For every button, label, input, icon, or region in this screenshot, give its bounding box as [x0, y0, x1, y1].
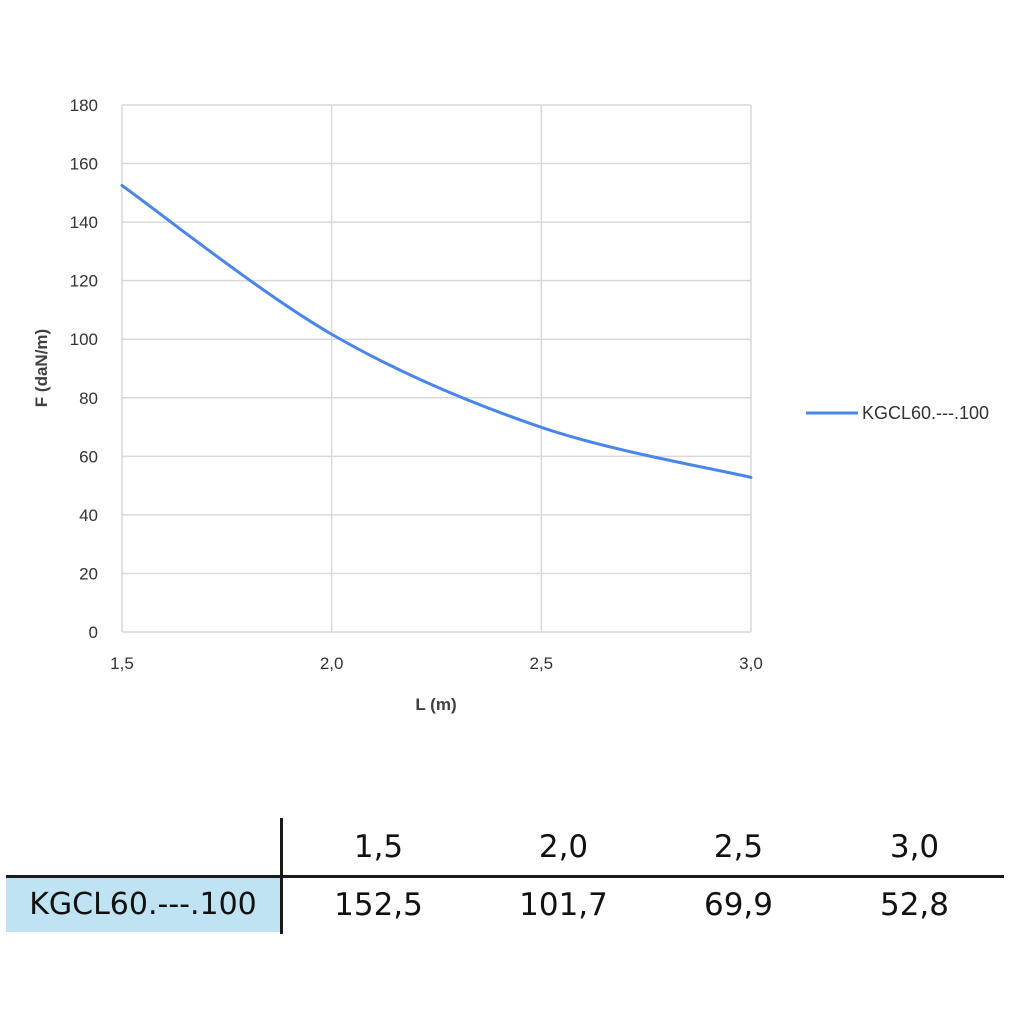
x-tick-label: 3,0: [739, 654, 763, 673]
table-row: KGCL60.---.100 152,5 101,7 69,9 52,8: [6, 876, 1004, 934]
table-header-row: 1,5 2,0 2,5 3,0: [6, 818, 1004, 876]
table-header-cell: 2,5: [713, 829, 764, 865]
data-points: [121, 184, 753, 479]
y-tick-label: 100: [70, 330, 98, 349]
table-cell: 69,9: [703, 887, 774, 923]
y-tick-label: 20: [79, 564, 98, 583]
table-cell: 52,8: [879, 887, 950, 923]
y-tick-label: 80: [79, 389, 98, 408]
x-tick-label: 2,5: [530, 654, 554, 673]
y-tick-label: 140: [70, 213, 98, 232]
y-axis-ticks: 0 20 40 60 80 100 120 140 160 180: [70, 96, 98, 642]
legend-label: KGCL60.---.100: [862, 403, 989, 423]
table-header-cell: 3,0: [889, 829, 940, 865]
data-point: [540, 426, 543, 429]
chart: 0 20 40 60 80 100 120 140 160 180 1,5 2,0 2,5 3,0 F …: [32, 96, 989, 714]
series-line-kgcl60: [120, 184, 753, 479]
legend: KGCL60.---.100: [806, 403, 989, 423]
table-row-label: KGCL60.---.100: [6, 878, 280, 932]
y-axis-title: F (daN/m): [32, 329, 51, 407]
data-table: 1,5 2,0 2,5 3,0 KGCL60.---.100 152,5 101…: [6, 818, 1004, 934]
x-tick-label: 1,5: [110, 654, 134, 673]
y-tick-label: 60: [79, 447, 98, 466]
x-axis-title: L (m): [415, 695, 456, 714]
table-cell: 152,5: [334, 887, 423, 923]
table-header-cell: 1,5: [353, 829, 404, 865]
data-point: [330, 333, 333, 336]
data-point: [750, 476, 753, 479]
y-tick-label: 160: [70, 155, 98, 174]
data-point: [121, 184, 124, 187]
y-tick-label: 120: [70, 272, 98, 291]
grid: [121, 104, 752, 633]
x-tick-label: 2,0: [320, 654, 344, 673]
y-tick-label: 0: [89, 623, 98, 642]
table-header-cell: 2,0: [538, 829, 589, 865]
table-divider-vertical: [280, 818, 283, 934]
y-tick-label: 40: [79, 506, 98, 525]
table-divider-horizontal: [6, 875, 1004, 878]
y-tick-label: 180: [70, 96, 98, 115]
table-cell: 101,7: [519, 887, 608, 923]
x-axis-ticks: 1,5 2,0 2,5 3,0: [110, 654, 763, 673]
